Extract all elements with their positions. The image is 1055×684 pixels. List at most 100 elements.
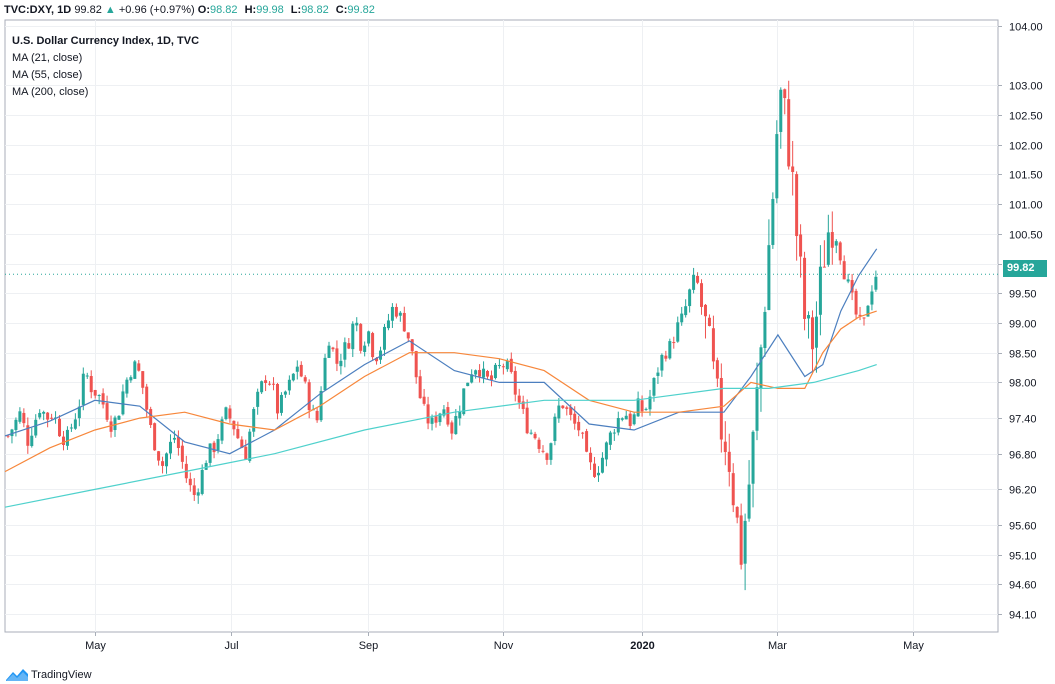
candle-body — [264, 380, 268, 384]
candle-body — [826, 232, 830, 265]
candle-body — [870, 291, 874, 305]
candle-body — [260, 381, 264, 393]
candle-body — [426, 404, 430, 424]
candle-body — [180, 445, 184, 462]
candle-body — [299, 364, 303, 377]
candle-body — [137, 363, 141, 371]
candle-body — [557, 405, 561, 419]
candle-body — [735, 506, 739, 518]
candle-body — [636, 398, 640, 417]
legend-ma55[interactable]: MA (55, close) — [12, 69, 83, 81]
candle-body — [775, 134, 779, 199]
candle-body — [379, 350, 383, 360]
candle-body — [497, 365, 501, 367]
candle-body — [272, 383, 276, 385]
x-tick-label: 2020 — [630, 640, 654, 652]
candle-body — [684, 306, 688, 316]
x-tick-label: May — [903, 640, 924, 652]
candle-body — [105, 403, 109, 420]
candle-body — [763, 311, 767, 348]
candle-body — [486, 371, 490, 377]
candle-body — [771, 199, 775, 245]
candle-body — [573, 413, 577, 424]
candle-body — [390, 306, 394, 321]
x-tick-label: Jul — [224, 640, 238, 652]
legend-ma200[interactable]: MA (200, close) — [12, 86, 89, 98]
candle-body — [406, 332, 410, 339]
legend-ma21[interactable]: MA (21, close) — [12, 52, 83, 64]
candle-body — [30, 435, 34, 447]
candle-body — [279, 394, 283, 413]
candle-body — [145, 386, 149, 410]
candle-body — [303, 377, 307, 382]
candle-body — [141, 371, 145, 388]
symbol-header: TVC:DXY, 1D 99.82 ▲ +0.96 (+0.97%) O:98.… — [4, 2, 379, 18]
candle-body — [692, 274, 696, 290]
candle-body — [58, 418, 62, 437]
candle-body — [192, 485, 196, 495]
candle-body — [323, 357, 327, 391]
candle-body — [632, 414, 636, 425]
candle-body — [188, 478, 192, 486]
candle-body — [450, 422, 454, 434]
candle-body — [854, 290, 858, 315]
last-price-label: 99.82 — [1003, 260, 1047, 277]
candle-body — [620, 418, 624, 420]
candle-body — [109, 421, 113, 432]
candle-body — [291, 373, 295, 381]
candle-body — [133, 361, 137, 379]
candle-body — [121, 391, 125, 415]
tradingview-logo-icon — [6, 669, 28, 681]
candle-body — [723, 441, 727, 453]
price-change: +0.96 (+0.97%) — [118, 4, 195, 16]
candle-body — [351, 323, 355, 350]
candle-body — [807, 315, 811, 319]
candle-body — [252, 409, 256, 432]
y-tick-label: 98.50 — [1009, 349, 1037, 361]
candle-body — [608, 432, 612, 445]
candle-body — [529, 432, 533, 434]
candle-body — [402, 312, 406, 332]
candle-body — [501, 366, 505, 368]
candle-body — [604, 442, 608, 460]
x-tick-label: Nov — [494, 640, 514, 652]
candle-body — [113, 417, 117, 431]
candle-body — [525, 407, 529, 434]
candle-body — [157, 451, 161, 461]
y-tick-label: 103.00 — [1009, 81, 1043, 93]
candle-body — [367, 331, 371, 344]
ma200-line — [4, 364, 877, 508]
candle-body — [814, 316, 818, 348]
candle-body — [26, 425, 30, 446]
candle-body — [569, 407, 573, 415]
footer-brand[interactable]: TradingView — [6, 666, 92, 684]
candle-body — [565, 407, 569, 409]
candle-body — [382, 326, 386, 350]
candle-body — [212, 442, 216, 453]
candle-body — [224, 407, 228, 420]
candle-body — [422, 396, 426, 404]
candle-body — [434, 416, 438, 423]
chart-legend: U.S. Dollar Currency Index, 1D, TVC MA (… — [12, 33, 199, 101]
candle-body — [755, 387, 759, 431]
low-label: L: — [290, 4, 302, 16]
candle-body — [244, 446, 248, 460]
candle-body — [676, 322, 680, 342]
open-label: O: — [197, 4, 210, 16]
candle-body — [866, 305, 870, 317]
candle-body — [652, 378, 656, 396]
candle-body — [69, 427, 73, 429]
candle-body — [355, 322, 359, 326]
candle-body — [371, 333, 375, 358]
candle-body — [850, 280, 854, 293]
candle-body — [862, 317, 866, 319]
candle-body — [830, 232, 834, 248]
y-tick-label: 99.50 — [1009, 289, 1037, 301]
candle-body — [561, 405, 565, 409]
candle-body — [680, 313, 684, 323]
y-tick-label: 96.20 — [1009, 485, 1037, 497]
candle-body — [307, 382, 311, 411]
candle-body — [46, 412, 50, 420]
candle-body — [168, 441, 172, 454]
